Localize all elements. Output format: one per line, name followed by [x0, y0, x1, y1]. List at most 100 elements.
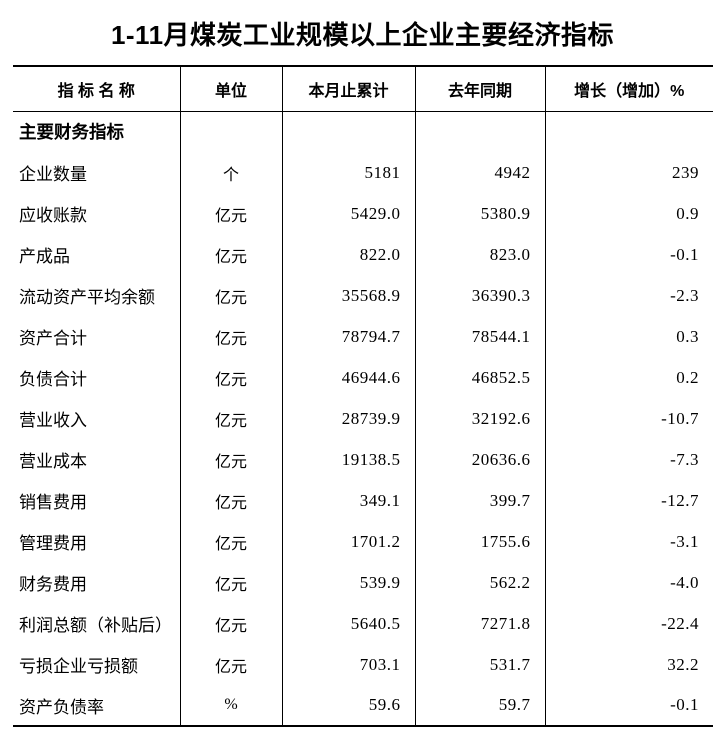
change-value-cell: 239: [544, 152, 713, 193]
current-value-cell: 28739.9: [281, 398, 415, 439]
indicator-name-cell: 产成品: [19, 247, 70, 266]
indicator-name-cell: 负债合计: [19, 370, 87, 389]
current-value-cell: 35568.9: [281, 275, 415, 316]
table-row: 资产合计 亿元 78794.7 78544.1 0.3: [13, 316, 713, 357]
previous-value-cell: 59.7: [414, 685, 545, 726]
previous-value-cell: 78544.1: [414, 316, 545, 357]
change-value-cell: -0.1: [544, 685, 713, 726]
previous-value-cell: 4942: [414, 152, 545, 193]
current-value-cell: 5181: [281, 152, 415, 193]
header-previous-year: 去年同期: [414, 66, 545, 112]
previous-value-cell: 36390.3: [414, 275, 545, 316]
current-value-cell: 46944.6: [281, 357, 415, 398]
current-value-cell: 1701.2: [281, 521, 415, 562]
current-value-cell: 19138.5: [281, 439, 415, 480]
indicator-name-cell: 销售费用: [19, 493, 87, 512]
table-row: 负债合计 亿元 46944.6 46852.5 0.2: [13, 357, 713, 398]
indicator-name-cell: 主要财务指标: [19, 122, 124, 143]
table-row: 营业收入 亿元 28739.9 32192.6 -10.7: [13, 398, 713, 439]
indicator-name-cell: 亏损企业亏损额: [19, 657, 138, 676]
unit-cell: 亿元: [179, 644, 282, 685]
previous-value-cell: 531.7: [414, 644, 545, 685]
current-value-cell: 5429.0: [281, 193, 415, 234]
unit-cell: 亿元: [179, 398, 282, 439]
indicator-name-cell: 流动资产平均余额: [19, 288, 155, 307]
current-value-cell: 703.1: [281, 644, 415, 685]
table-row: 应收账款 亿元 5429.0 5380.9 0.9: [13, 193, 713, 234]
unit-cell: 亿元: [179, 275, 282, 316]
table-row: 销售费用 亿元 349.1 399.7 -12.7: [13, 480, 713, 521]
change-value-cell: 0.3: [544, 316, 713, 357]
table-row: 企业数量 个 5181 4942 239: [13, 152, 713, 193]
unit-cell: 亿元: [179, 439, 282, 480]
table-header: 指 标 名 称 单位 本月止累计 去年同期 增长（增加）%: [13, 66, 713, 112]
header-current-cumulative: 本月止累计: [281, 66, 415, 112]
previous-value-cell: [414, 111, 545, 152]
current-value-cell: 59.6: [281, 685, 415, 726]
unit-cell: 亿元: [179, 480, 282, 521]
unit-cell: 亿元: [179, 521, 282, 562]
change-value-cell: -3.1: [544, 521, 713, 562]
unit-cell: 个: [179, 152, 282, 193]
table-row: 产成品 亿元 822.0 823.0 -0.1: [13, 234, 713, 275]
current-value-cell: [281, 111, 415, 152]
indicator-name-cell: 管理费用: [19, 534, 87, 553]
current-value-cell: 349.1: [281, 480, 415, 521]
indicator-name-cell: 资产负债率: [19, 697, 104, 717]
previous-value-cell: 7271.8: [414, 603, 545, 644]
unit-cell: [179, 111, 282, 152]
header-indicator-name: 指 标 名 称: [13, 66, 180, 112]
change-value-cell: -2.3: [544, 275, 713, 316]
unit-cell: 亿元: [179, 234, 282, 275]
previous-value-cell: 399.7: [414, 480, 545, 521]
previous-value-cell: 5380.9: [414, 193, 545, 234]
change-value-cell: -12.7: [544, 480, 713, 521]
current-value-cell: 822.0: [281, 234, 415, 275]
current-value-cell: 78794.7: [281, 316, 415, 357]
previous-value-cell: 20636.6: [414, 439, 545, 480]
change-value-cell: -4.0: [544, 562, 713, 603]
change-value-cell: -0.1: [544, 234, 713, 275]
current-value-cell: 5640.5: [281, 603, 415, 644]
indicator-name-cell: 应收账款: [19, 206, 87, 225]
indicator-name-cell: 财务费用: [19, 575, 87, 594]
previous-value-cell: 46852.5: [414, 357, 545, 398]
table-row: 营业成本 亿元 19138.5 20636.6 -7.3: [13, 439, 713, 480]
previous-value-cell: 823.0: [414, 234, 545, 275]
unit-cell: 亿元: [179, 193, 282, 234]
table-row: 流动资产平均余额 亿元 35568.9 36390.3 -2.3: [13, 275, 713, 316]
unit-cell: 亿元: [179, 357, 282, 398]
economic-indicators-table: 指 标 名 称 单位 本月止累计 去年同期 增长（增加）% 主要财务指标 企业数…: [13, 65, 713, 727]
change-value-cell: -7.3: [544, 439, 713, 480]
unit-cell: %: [179, 685, 282, 726]
change-value-cell: [544, 111, 713, 152]
previous-value-cell: 32192.6: [414, 398, 545, 439]
change-value-cell: -10.7: [544, 398, 713, 439]
unit-cell: 亿元: [179, 316, 282, 357]
indicator-name-cell: 企业数量: [19, 165, 87, 184]
previous-value-cell: 562.2: [414, 562, 545, 603]
table-row: 利润总额（补贴后） 亿元 5640.5 7271.8 -22.4: [13, 603, 713, 644]
table-row: 主要财务指标: [13, 111, 713, 152]
table-header-row: 指 标 名 称 单位 本月止累计 去年同期 增长（增加）%: [13, 66, 713, 112]
page-title: 1-11月煤炭工业规模以上企业主要经济指标: [110, 20, 615, 50]
table-body: 主要财务指标 企业数量 个 5181 4942 239 应收账款 亿元 5429…: [13, 111, 713, 726]
change-value-cell: -22.4: [544, 603, 713, 644]
indicator-name-cell: 营业收入: [19, 411, 87, 430]
change-value-cell: 32.2: [544, 644, 713, 685]
indicator-name-cell: 营业成本: [19, 452, 87, 471]
indicator-name-cell: 利润总额（补贴后）: [19, 616, 172, 635]
indicator-name-cell: 资产合计: [19, 329, 87, 348]
current-value-cell: 539.9: [281, 562, 415, 603]
unit-cell: 亿元: [179, 562, 282, 603]
unit-cell: 亿元: [179, 603, 282, 644]
header-unit: 单位: [179, 66, 282, 112]
change-value-cell: 0.2: [544, 357, 713, 398]
header-growth-percent: 增长（增加）%: [544, 66, 713, 112]
change-value-cell: 0.9: [544, 193, 713, 234]
table-row: 亏损企业亏损额 亿元 703.1 531.7 32.2: [13, 644, 713, 685]
previous-value-cell: 1755.6: [414, 521, 545, 562]
table-row: 管理费用 亿元 1701.2 1755.6 -3.1: [13, 521, 713, 562]
table-row: 资产负债率 % 59.6 59.7 -0.1: [13, 685, 713, 726]
table-row: 财务费用 亿元 539.9 562.2 -4.0: [13, 562, 713, 603]
